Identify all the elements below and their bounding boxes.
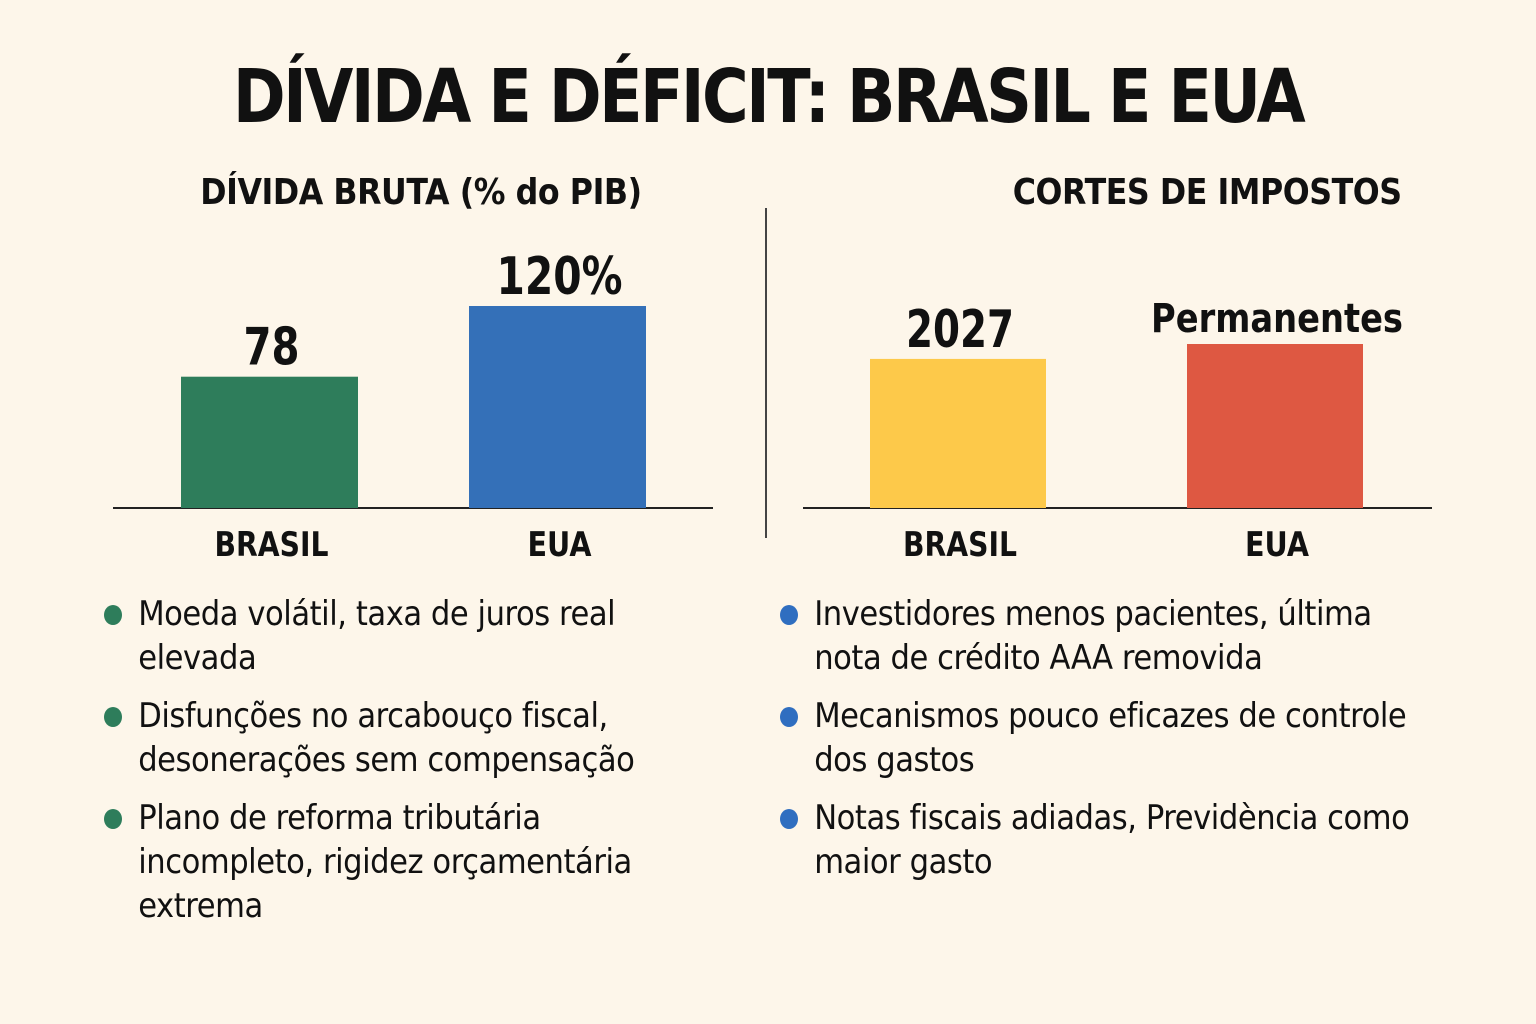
eua-bullet-item: Notas fiscais adiadas, Previdència como …	[780, 796, 1410, 884]
bullet-text: Plano de reforma tributária incompleto, …	[138, 798, 632, 926]
tax-cuts-chart-title: CORTES DE IMPOSTOS	[1012, 172, 1402, 213]
brasil-bullet-item: Plano de reforma tributária incompleto, …	[104, 796, 644, 928]
bullet-text: Investidores menos pacientes, última not…	[814, 594, 1372, 678]
data-label-eua: 120%	[497, 247, 623, 307]
bullet-dot-icon	[104, 707, 122, 727]
bullet-dot-icon	[780, 605, 798, 625]
bullet-dot-icon	[104, 605, 122, 625]
bullet-dot-icon	[780, 809, 798, 829]
bullet-text: Mecanismos pouco eficazes de controle do…	[814, 696, 1407, 780]
category-label-brasil: BRASIL	[215, 525, 329, 565]
category-label-eua: EUA	[528, 525, 593, 565]
bullet-dot-icon	[104, 809, 122, 829]
debt-chart-title: DÍVIDA BRUTA (% do PIB)	[200, 172, 642, 213]
eua-bullet-item: Investidores menos pacientes, última not…	[780, 592, 1410, 680]
bar-brasil	[181, 376, 358, 508]
brasil-bullet-list: Moeda volátil, taxa de juros real elevad…	[104, 592, 704, 942]
brasil-bullet-item: Disfunções no arcabouço fiscal, desonera…	[104, 694, 644, 782]
bullet-dot-icon	[780, 707, 798, 727]
brasil-bullet-item: Moeda volátil, taxa de juros real elevad…	[104, 592, 644, 680]
section-divider	[765, 208, 767, 538]
bullet-text: Moeda volátil, taxa de juros real elevad…	[138, 594, 616, 678]
bar-eua	[469, 306, 646, 508]
bullet-text: Disfunções no arcabouço fiscal, desonera…	[138, 696, 635, 780]
data-label-brasil: 78	[244, 318, 300, 378]
eua-bullet-list: Investidores menos pacientes, última not…	[780, 592, 1480, 898]
eua-bullet-item: Mecanismos pouco eficazes de controle do…	[780, 694, 1410, 782]
bullet-text: Notas fiscais adiadas, Previdència como …	[814, 798, 1410, 882]
page-title: DÍVIDA E DÉFICIT: BRASIL E EUA	[232, 54, 1306, 140]
